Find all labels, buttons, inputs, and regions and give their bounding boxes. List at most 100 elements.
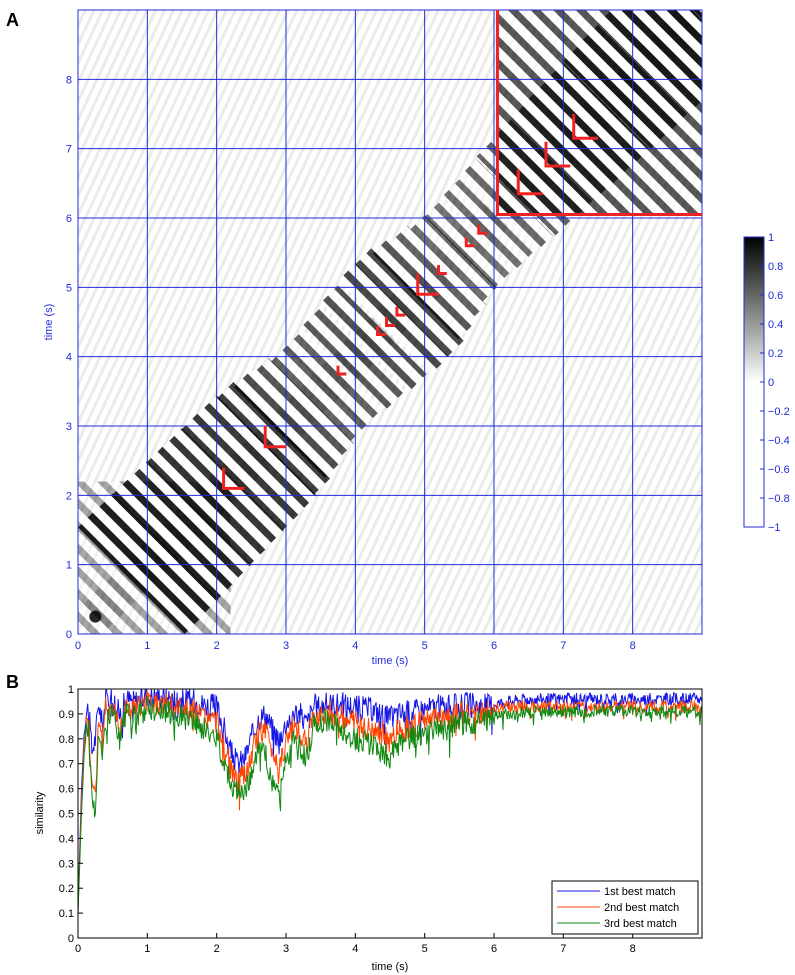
plot-x-ticks: 0 1 2 3 4 5 6 7 8 [75,933,636,955]
plot-y-tick-label: 0.9 [59,709,74,721]
colorbar-tick-label: 1 [768,232,774,244]
matrix-y-tick-label: 3 [66,421,72,433]
matrix-y-tick-label: 8 [66,74,72,86]
matrix-x-tick-label: 7 [560,640,566,652]
plot-y-ticks: 0 0.1 0.2 0.3 0.4 0.5 0.6 0.7 0.8 0.9 1 [59,684,83,945]
plot-y-tick-label: 0 [68,933,74,945]
plot-x-tick-label: 1 [144,943,150,955]
plot-y-tick-label: 0.1 [59,908,74,920]
colorbar: 1 0.8 0.6 0.4 0.2 0 −0.2 −0.4 −0.6 −0.8 −1 [743,232,790,534]
plot-x-tick-label: 6 [491,943,497,955]
diagonal-core-segment [338,332,380,374]
similarity-lines [78,689,702,914]
segment-corner-marker [222,467,245,490]
plot-y-tick-label: 1 [68,684,74,696]
plot-y-tick-label: 0.4 [59,833,74,845]
matrix-x-axis-label: time (s) [372,655,409,667]
colorbar-tick-label: −0.2 [768,406,790,418]
matrix-y-axis-label: time (s) [43,304,55,341]
colorbar-tick-label: 0.6 [768,290,783,302]
matrix-x-tick-label: 5 [422,640,428,652]
matrix-y-tick-label: 5 [66,282,72,294]
matrix-x-tick-label: 6 [491,640,497,652]
plot-x-tick-label: 2 [214,943,220,955]
matrix-y-tick-label: 2 [66,490,72,502]
matrix-gridlines [78,10,702,634]
colorbar-tick-label: −0.8 [768,493,790,505]
plot-x-tick-label: 7 [560,943,566,955]
diagonal-core-segment [234,436,276,478]
plot-x-axis-label: time (s) [372,961,409,973]
segment-corner-marker [464,237,475,248]
similarity-matrix-heatmap [78,10,702,634]
segment-corner-marker [477,224,488,235]
plot-x-tick-label: 4 [352,943,358,955]
diagonal-core-segment [442,228,484,270]
diagonal-core-segment [286,384,328,426]
matrix-y-tick-label: 6 [66,213,72,225]
diagonal-core-segment [216,453,259,496]
segment-corner-marker [336,365,347,376]
matrix-y-tick-label: 4 [66,352,72,364]
matrix-x-tick-label: 2 [214,640,220,652]
colorbar-tick-label: 0 [768,377,774,389]
matrix-x-tick-label: 1 [144,640,150,652]
segment-corner-marker [376,326,386,336]
diagonal-core-segment [268,401,311,444]
segment-boundary-line [495,10,702,217]
legend: 1st best match 2nd best match 3rd best m… [551,880,699,935]
matrix-x-tick-label: 0 [75,640,81,652]
colorbar-tick-label: 0.4 [768,319,783,331]
segment-corner-marker [263,426,286,449]
matrix-frame [77,9,703,635]
diagonal-core-segment [320,349,363,392]
plot-y-axis-label: similarity [34,791,46,834]
plot-y-tick-label: 0.7 [59,759,74,771]
colorbar-tick-label: 0.2 [768,348,783,360]
diagonal-core-segment [390,280,432,322]
plot-x-tick-label: 5 [422,943,428,955]
colorbar-tick-label: −0.4 [768,435,790,447]
segment-corner-marker [572,114,598,140]
plot-y-tick-label: 0.2 [59,883,74,895]
similarity-matrix-panel: 0 1 2 3 4 5 6 7 8 0 1 2 3 4 5 6 7 8 time (s) time (s) [43,9,703,667]
matrix-x-ticks: 0 1 2 3 4 5 6 7 8 [75,640,636,652]
segment-corner-marker [544,141,571,168]
colorbar-ticks: 1 0.8 0.6 0.4 0.2 0 −0.2 −0.4 −0.6 −0.8 −1 [760,232,790,534]
segment-corner-marker [437,265,447,275]
diagonal-core-segment [424,245,467,288]
matrix-x-tick-label: 3 [283,640,289,652]
colorbar-tick-label: −0.6 [768,464,790,476]
diagonal-core-segment [372,297,415,340]
segment-boundary-markers [222,10,702,490]
matrix-y-tick-label: 0 [66,629,72,641]
matrix-x-tick-label: 8 [630,640,636,652]
series-line-3 [78,696,702,914]
matrix-y-ticks: 0 1 2 3 4 5 6 7 8 [66,74,72,641]
matrix-x-tick-label: 4 [352,640,358,652]
legend-label-3rd: 3rd best match [604,918,677,930]
diagonal-core-segment [251,419,293,461]
panel-label-b: B [6,672,19,692]
colorbar-tick-label: −1 [768,522,781,534]
legend-label-1st: 1st best match [604,886,676,898]
segment-corner-marker [385,317,395,327]
matrix-y-tick-label: 1 [66,560,72,572]
plot-x-tick-label: 3 [283,943,289,955]
plot-x-tick-label: 0 [75,943,81,955]
origin-peak [89,610,102,623]
legend-label-2nd: 2nd best match [604,902,679,914]
plot-y-tick-label: 0.6 [59,784,74,796]
plot-y-tick-label: 0.5 [59,809,74,821]
plot-y-tick-label: 0.3 [59,858,74,870]
segment-corner-marker [516,169,543,196]
matrix-y-tick-label: 7 [66,144,72,156]
colorbar-tick-label: 0.8 [768,261,783,273]
plot-x-tick-label: 8 [630,943,636,955]
initial-segment-block [78,481,231,634]
final-segment-block [497,10,702,215]
panel-label-a: A [6,10,19,30]
diagonal-core-segment [303,367,345,409]
